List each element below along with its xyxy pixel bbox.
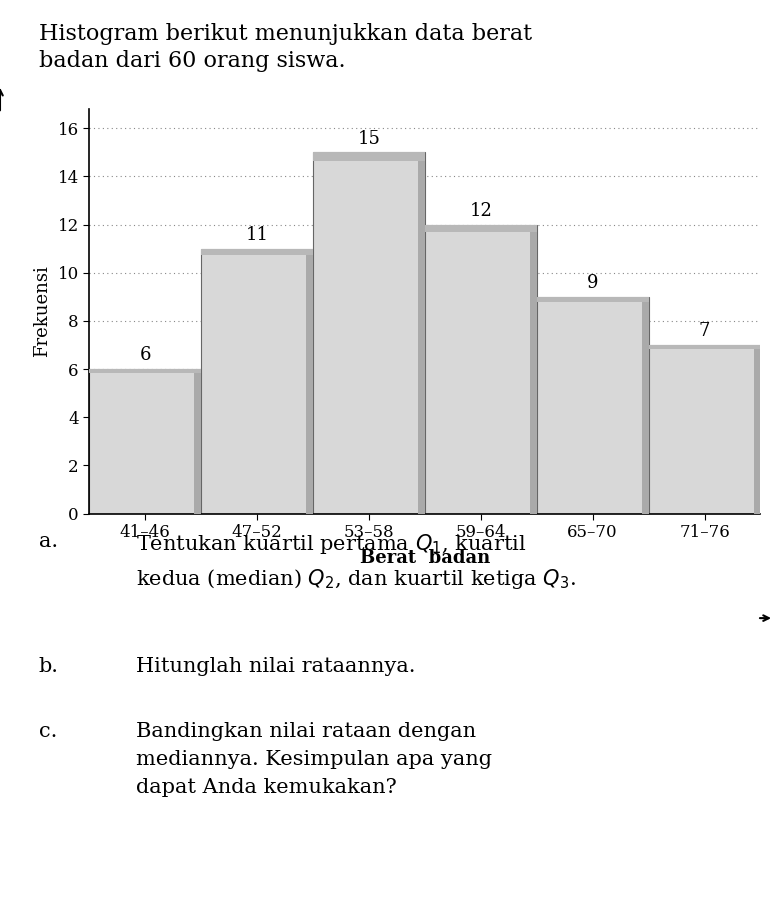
- Text: Hitunglah nilai rataannya.: Hitunglah nilai rataannya.: [136, 656, 415, 675]
- Bar: [425, 225, 537, 232]
- Y-axis label: Frekuensi: Frekuensi: [33, 265, 50, 357]
- Text: 12: 12: [469, 202, 492, 220]
- Text: 7: 7: [699, 322, 710, 340]
- Bar: [642, 297, 649, 514]
- Bar: [537, 297, 649, 303]
- Text: 15: 15: [358, 130, 380, 147]
- Bar: [195, 369, 201, 514]
- Bar: [530, 225, 537, 514]
- Text: Histogram berikut menunjukkan data berat: Histogram berikut menunjukkan data berat: [39, 23, 532, 45]
- Bar: [649, 345, 760, 514]
- Text: a.: a.: [39, 532, 58, 551]
- Text: 11: 11: [245, 226, 268, 244]
- Bar: [537, 297, 649, 514]
- Text: b.: b.: [39, 656, 59, 675]
- Bar: [418, 153, 425, 514]
- Text: 9: 9: [587, 275, 598, 292]
- Bar: [313, 153, 425, 514]
- Text: 6: 6: [140, 346, 151, 365]
- Bar: [89, 369, 201, 373]
- Text: Bandingkan nilai rataan dengan
mediannya. Kesimpulan apa yang
dapat Anda kemukak: Bandingkan nilai rataan dengan mediannya…: [136, 722, 492, 797]
- Bar: [425, 225, 537, 514]
- Bar: [89, 369, 201, 514]
- Bar: [201, 249, 313, 514]
- Bar: [307, 249, 313, 514]
- Text: badan dari 60 orang siswa.: badan dari 60 orang siswa.: [39, 50, 345, 72]
- Bar: [649, 345, 760, 349]
- X-axis label: Berat  badan: Berat badan: [360, 549, 490, 567]
- Bar: [753, 345, 760, 514]
- Text: c.: c.: [39, 722, 57, 741]
- Bar: [201, 249, 313, 255]
- Text: Tentukan kuartil pertama $Q_1$, kuartil
kedua (median) $Q_2$, dan kuartil ketiga: Tentukan kuartil pertama $Q_1$, kuartil …: [136, 532, 576, 591]
- Bar: [313, 153, 425, 162]
